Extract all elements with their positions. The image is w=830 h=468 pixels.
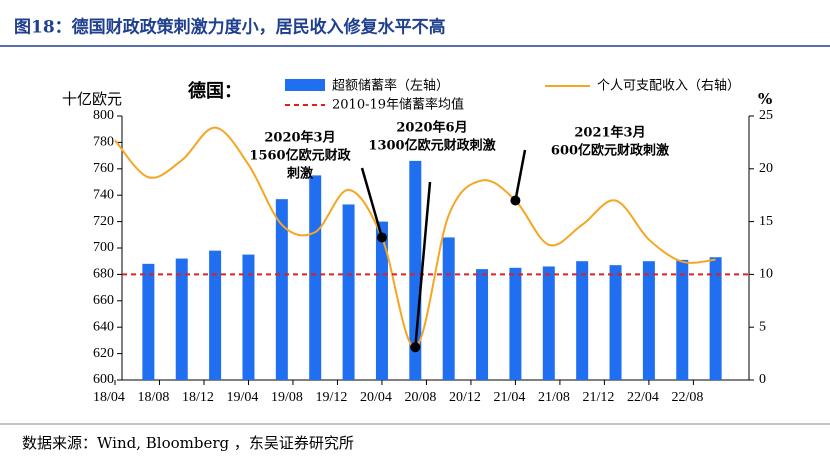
x-tick-label: 22/08 (671, 390, 703, 405)
bar (476, 269, 489, 380)
bar (242, 254, 255, 380)
chart-title: 图18：德国财政政策刺激力度小，居民收入修复水平不高 (14, 17, 446, 38)
bar (175, 258, 188, 380)
x-tick-label: 19/04 (227, 390, 259, 405)
annotation-marker (376, 232, 387, 243)
y-tick-label: 620 (93, 346, 114, 361)
y2-tick-label: 20 (759, 161, 773, 176)
x-tick-label: 18/12 (182, 390, 214, 405)
annotation-pointer (514, 149, 527, 201)
annotation-text: 1560亿欧元财政 (249, 148, 351, 164)
annotation-text: 2020年6月 (396, 120, 467, 136)
bar (309, 175, 322, 380)
y-tick-label: 680 (93, 267, 114, 282)
y2-tick-label: 15 (759, 214, 773, 229)
x-tick-label: 21/04 (493, 390, 525, 405)
y-tick-label: 800 (93, 108, 114, 123)
x-tick-label: 21/08 (538, 390, 570, 405)
bar (509, 267, 522, 380)
annotation-pointer (360, 167, 384, 238)
annotation-marker (410, 342, 421, 353)
annotation-text: 刺激 (287, 166, 314, 182)
annotation-marker (510, 195, 521, 206)
x-tick-label: 20/08 (404, 390, 436, 405)
y2-axis-label: % (758, 90, 772, 108)
annotation-text: 2020年3月 (264, 130, 335, 146)
bar (342, 204, 355, 380)
y-tick-label: 600 (93, 372, 114, 387)
source: 数据来源：Wind, Bloomberg ，东吴证券研究所 (22, 434, 354, 452)
x-tick-label: 18/04 (93, 390, 125, 405)
y-tick-label: 760 (93, 161, 114, 176)
y-tick-label: 640 (93, 319, 114, 334)
y2-tick-label: 5 (759, 319, 766, 334)
bar (576, 261, 589, 380)
bar (609, 265, 622, 380)
annotation-pointer (414, 181, 432, 348)
y-tick-label: 740 (93, 187, 114, 202)
y-tick-label: 660 (93, 293, 114, 308)
legend-title: 德国： (188, 80, 242, 102)
x-tick-label: 20/12 (449, 390, 481, 405)
x-tick-label: 18/08 (138, 390, 170, 405)
y-tick-label: 720 (93, 214, 114, 229)
legend-label: 超额储蓄率（左轴） (332, 78, 449, 94)
bar (375, 221, 388, 380)
bar (142, 263, 155, 380)
bar (642, 261, 655, 380)
legend-label: 个人可支配收入（右轴） (597, 79, 740, 94)
annotation-text: 600亿欧元财政刺激 (551, 143, 670, 159)
bar (709, 257, 722, 380)
bar (209, 250, 222, 380)
legend-swatch (285, 79, 325, 91)
bar (275, 199, 288, 380)
y-tick-label: 700 (93, 240, 114, 255)
y2-tick-label: 25 (759, 108, 773, 123)
y-tick-label: 780 (93, 135, 114, 150)
bar (442, 237, 455, 380)
annotation-text: 2021年3月 (574, 125, 645, 141)
x-tick-label: 22/04 (627, 390, 659, 405)
y-axis-label: 十亿欧元 (62, 90, 122, 108)
legend-label: 2010-19年储蓄率均值 (332, 97, 464, 113)
y2-tick-label: 10 (759, 267, 773, 282)
x-tick-label: 20/04 (360, 390, 392, 405)
x-tick-label: 19/12 (316, 390, 348, 405)
annotation-text: 1300亿欧元财政刺激 (368, 138, 496, 154)
x-tick-label: 21/12 (582, 390, 614, 405)
y2-tick-label: 0 (759, 372, 766, 387)
bar (676, 259, 689, 380)
x-tick-label: 19/08 (271, 390, 303, 405)
bar (542, 266, 555, 380)
